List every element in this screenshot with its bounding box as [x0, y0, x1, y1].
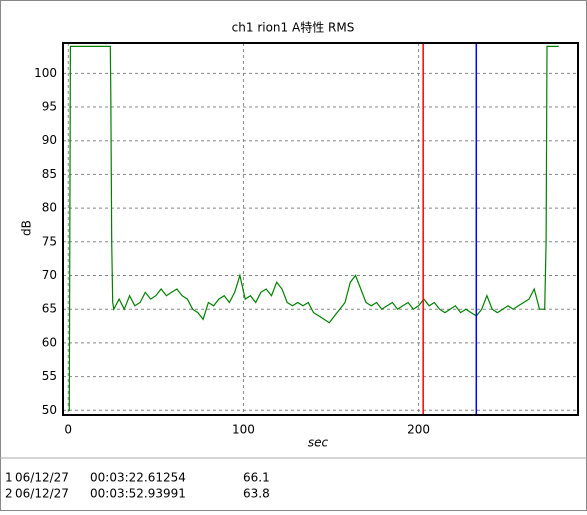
y-tick-label: 75	[42, 234, 57, 248]
chart-title: ch1 rion1 A特性 RMS	[232, 20, 355, 35]
plot-area	[63, 43, 578, 415]
readout-index: 1	[5, 471, 13, 485]
y-tick-label: 60	[42, 335, 57, 349]
y-tick-label: 70	[42, 268, 57, 282]
readout-value: 66.1	[243, 471, 270, 485]
y-tick-label: 55	[42, 369, 57, 383]
data-line	[68, 45, 559, 411]
x-tick-label: 200	[407, 423, 430, 437]
x-axis-label: sec	[308, 436, 329, 450]
y-tick-label: 95	[42, 100, 57, 114]
readout-time: 00:03:22.61254	[90, 471, 186, 485]
x-tick-label: 100	[232, 423, 255, 437]
y-tick-label: 90	[42, 133, 57, 147]
y-tick-label: 80	[42, 201, 57, 215]
y-axis-label: dB	[20, 220, 34, 236]
plot-border	[62, 42, 579, 416]
readout-date: 06/12/27	[15, 487, 69, 501]
readout-value: 63.8	[243, 487, 270, 501]
x-tick-label: 0	[64, 423, 72, 437]
readout-time: 00:03:52.93991	[90, 487, 186, 501]
y-tick-label: 85	[42, 167, 57, 181]
readout-index: 2	[5, 487, 13, 501]
y-tick-label: 100	[34, 66, 57, 80]
readout-date: 06/12/27	[15, 471, 69, 485]
y-tick-label: 50	[42, 403, 57, 417]
y-tick-label: 65	[42, 302, 57, 316]
